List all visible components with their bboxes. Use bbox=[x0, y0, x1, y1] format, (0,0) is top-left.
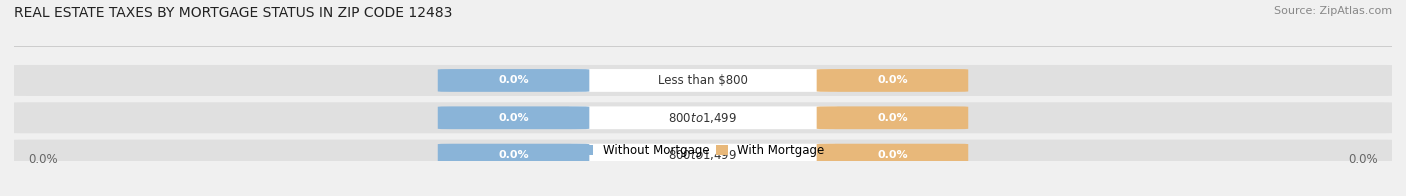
FancyBboxPatch shape bbox=[7, 65, 1399, 96]
Text: 0.0%: 0.0% bbox=[877, 75, 908, 85]
Text: Less than $800: Less than $800 bbox=[658, 74, 748, 87]
Text: $800 to $1,499: $800 to $1,499 bbox=[668, 148, 738, 162]
Text: 0.0%: 0.0% bbox=[1348, 153, 1378, 166]
Text: $800 to $1,499: $800 to $1,499 bbox=[668, 111, 738, 125]
FancyBboxPatch shape bbox=[437, 69, 589, 92]
FancyBboxPatch shape bbox=[817, 144, 969, 167]
FancyBboxPatch shape bbox=[568, 106, 838, 129]
FancyBboxPatch shape bbox=[817, 69, 969, 92]
FancyBboxPatch shape bbox=[817, 106, 969, 129]
Text: 0.0%: 0.0% bbox=[498, 150, 529, 160]
Text: 0.0%: 0.0% bbox=[498, 75, 529, 85]
Text: 0.0%: 0.0% bbox=[877, 150, 908, 160]
Text: 0.0%: 0.0% bbox=[877, 113, 908, 123]
FancyBboxPatch shape bbox=[568, 144, 838, 167]
Legend: Without Mortgage, With Mortgage: Without Mortgage, With Mortgage bbox=[581, 144, 825, 157]
FancyBboxPatch shape bbox=[437, 144, 589, 167]
FancyBboxPatch shape bbox=[7, 102, 1399, 133]
Text: Source: ZipAtlas.com: Source: ZipAtlas.com bbox=[1274, 6, 1392, 16]
Text: 0.0%: 0.0% bbox=[28, 153, 58, 166]
FancyBboxPatch shape bbox=[568, 69, 838, 92]
Text: 0.0%: 0.0% bbox=[498, 113, 529, 123]
FancyBboxPatch shape bbox=[7, 140, 1399, 171]
FancyBboxPatch shape bbox=[437, 106, 589, 129]
Text: REAL ESTATE TAXES BY MORTGAGE STATUS IN ZIP CODE 12483: REAL ESTATE TAXES BY MORTGAGE STATUS IN … bbox=[14, 6, 453, 20]
